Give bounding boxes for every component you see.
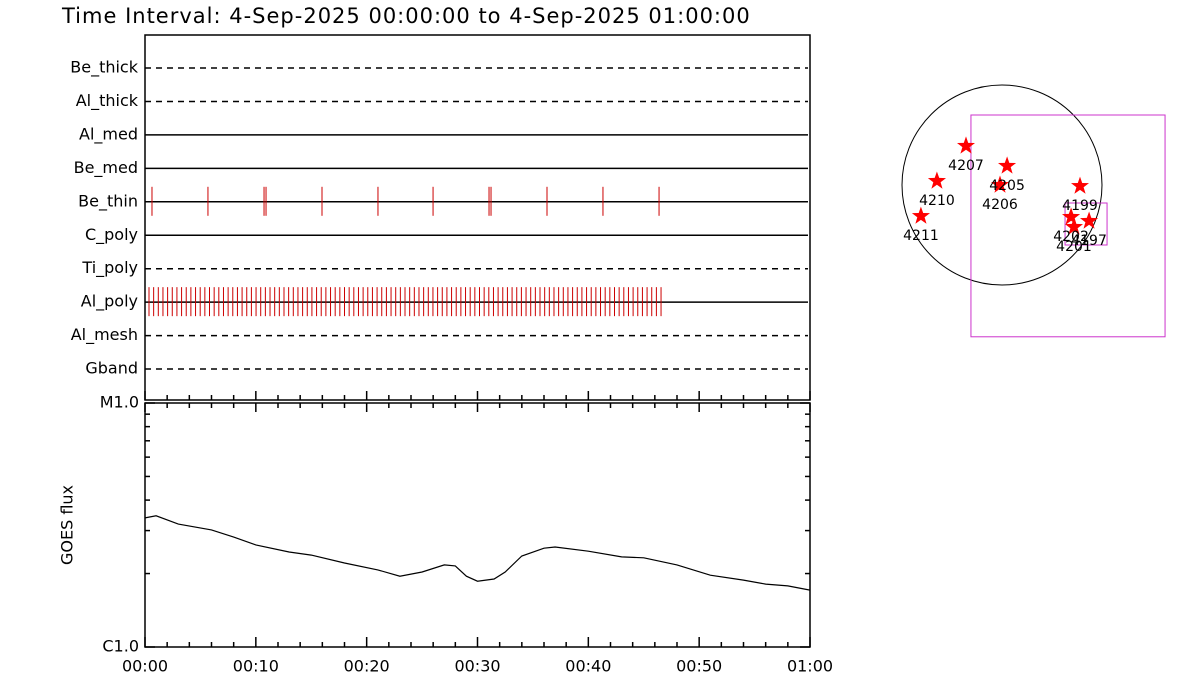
filter-label: Al_thick [76, 91, 139, 111]
region-label: 4205 [989, 178, 1025, 194]
region-star [1062, 207, 1081, 225]
x-tick-label: 00:50 [676, 657, 722, 676]
filter-label: C_poly [85, 225, 138, 245]
region-label: 4199 [1062, 198, 1098, 214]
region-star [1065, 217, 1083, 235]
region-label: 4201 [1056, 239, 1092, 255]
region-label: 4202 [1053, 229, 1089, 245]
y-tick-label: M1.0 [100, 393, 139, 412]
region-star [1080, 211, 1099, 229]
x-tick-label: 00:00 [122, 657, 168, 676]
chart-title: Time Interval: 4-Sep-2025 00:00:00 to 4-… [61, 4, 751, 28]
y-axis-label: GOES flux [58, 485, 77, 565]
x-tick-label: 00:40 [565, 657, 611, 676]
solar-limb [901, 84, 1103, 286]
region-star [998, 156, 1017, 174]
fov-box [1064, 202, 1108, 246]
region-label: 4210 [919, 193, 955, 209]
x-tick-label: 00:10 [233, 657, 279, 676]
filter-label: Al_poly [81, 292, 138, 312]
region-label: 4207 [948, 158, 984, 174]
x-tick-label: 01:00 [787, 657, 833, 676]
filter-label: Be_thick [70, 58, 138, 78]
filter-label: Ti_poly [81, 258, 138, 278]
region-star [911, 206, 930, 224]
region-star [957, 136, 975, 154]
y-tick-label: C1.0 [102, 637, 139, 656]
region-star [991, 175, 1009, 193]
filter-frame [144, 34, 811, 401]
filter-label: Al_med [79, 124, 138, 144]
x-tick-label: 00:20 [344, 657, 390, 676]
x-tick-label: 00:30 [454, 657, 500, 676]
filter-label: Be_thin [78, 191, 138, 211]
filter-label: Al_mesh [71, 325, 138, 345]
region-label: 4206 [982, 197, 1018, 213]
region-label: 4197 [1071, 233, 1107, 249]
filter-label: Gband [85, 359, 138, 378]
region-star [1071, 176, 1089, 194]
region-label: 4211 [903, 228, 939, 244]
fov-box [970, 114, 1166, 338]
goes-curve [144, 515, 811, 591]
goes-frame [144, 402, 811, 648]
filter-label: Be_med [74, 158, 138, 178]
region-star [927, 171, 946, 189]
